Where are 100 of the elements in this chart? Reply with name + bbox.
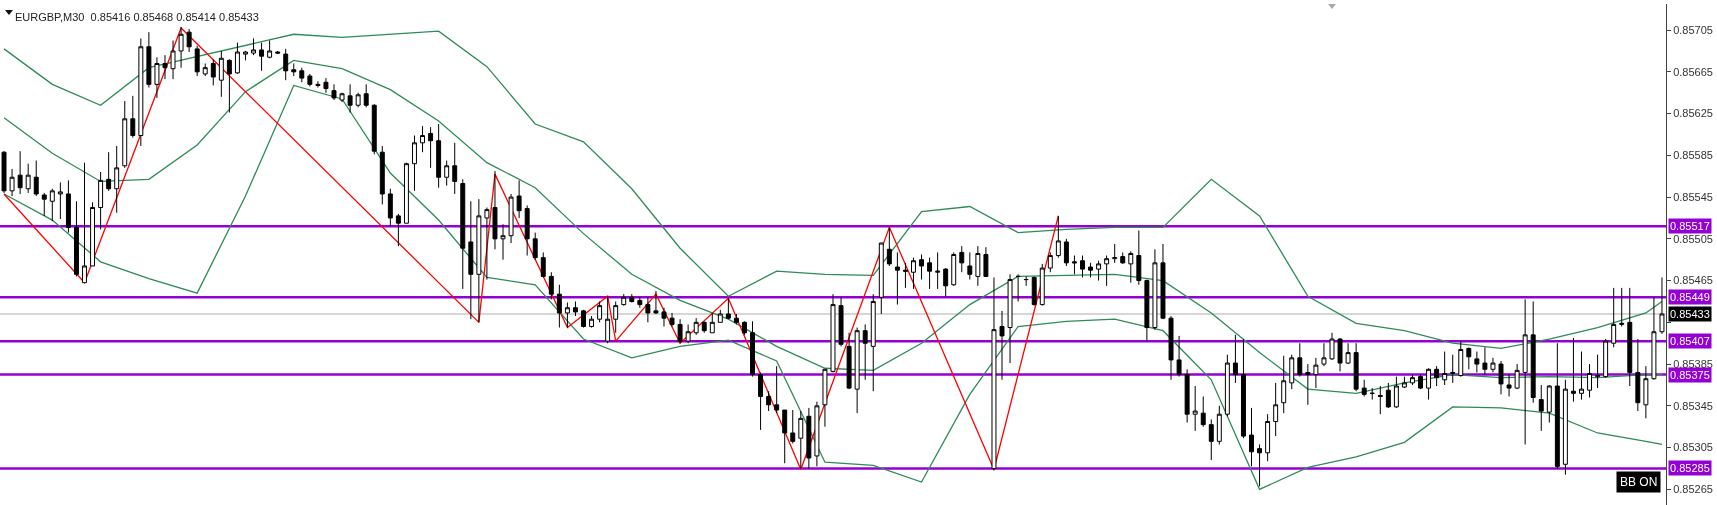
candlestick (951, 251, 957, 287)
candlestick (315, 80, 321, 88)
candlestick (1514, 363, 1520, 390)
candlestick (283, 48, 289, 81)
candlestick (33, 160, 39, 197)
candlestick (307, 73, 313, 87)
candlestick (178, 26, 184, 69)
candlestick (653, 290, 659, 315)
candlestick (1031, 275, 1037, 307)
candlestick (637, 296, 643, 309)
candlestick (25, 163, 31, 194)
candlestick (685, 323, 691, 344)
candlestick (1184, 368, 1190, 424)
candlestick (267, 40, 273, 59)
candlestick (1522, 298, 1528, 445)
candlestick (259, 42, 265, 72)
candlestick (1128, 250, 1134, 284)
ref-line-label: 0.85517 (1670, 220, 1710, 232)
candlestick (919, 254, 924, 281)
candlestick (1643, 365, 1649, 419)
candlestick (1482, 346, 1488, 376)
candlestick (1385, 382, 1391, 409)
candlestick (1152, 248, 1158, 331)
ref-line-label: 0.85407 (1670, 335, 1710, 347)
candlestick (983, 246, 989, 277)
candlestick (798, 410, 804, 469)
candlestick (1442, 351, 1448, 386)
candlestick (371, 103, 377, 155)
candlestick (854, 327, 860, 414)
candlestick (379, 145, 385, 205)
candlestick (1627, 287, 1633, 387)
candlestick (943, 267, 949, 297)
candlestick (1112, 243, 1118, 264)
candlestick (830, 293, 836, 373)
ref-line-label: 0.85285 (1670, 462, 1710, 474)
candlestick (814, 401, 820, 467)
candlestick (1450, 354, 1456, 384)
candlestick (444, 160, 450, 187)
candlestick (1273, 382, 1279, 437)
candlestick (387, 188, 393, 227)
candlestick (1168, 315, 1174, 381)
candlestick (1353, 342, 1359, 392)
candlestick (436, 123, 442, 189)
candlestick (1530, 300, 1536, 404)
candlestick (894, 251, 900, 306)
candlestick (226, 58, 232, 114)
candlestick (1426, 367, 1432, 401)
candlestick (1265, 413, 1271, 462)
candlestick (524, 204, 530, 257)
candlestick (1039, 263, 1045, 307)
candlestick (138, 37, 144, 147)
candlestick (218, 50, 224, 98)
candlestick (581, 309, 586, 329)
candlestick (1554, 342, 1560, 469)
candlestick (323, 77, 329, 94)
candlestick (1160, 243, 1166, 320)
candlestick (878, 242, 884, 315)
candlestick (556, 284, 562, 329)
y-tick-label: 0.85705 (1673, 23, 1713, 36)
candlestick (1104, 255, 1110, 287)
candlestick (1297, 342, 1303, 378)
candlestick (838, 296, 844, 347)
y-tick-label: 0.85265 (1673, 483, 1713, 496)
candlestick (291, 62, 297, 77)
candlestick (1208, 418, 1214, 461)
candlestick (1337, 337, 1343, 372)
candlestick (1176, 335, 1182, 378)
candlestick (1651, 296, 1657, 381)
candlestick (106, 151, 112, 192)
candlestick (1071, 255, 1077, 275)
candlestick (9, 168, 15, 197)
candlestick (709, 312, 715, 334)
text: EURGBP,M30 0.85416 0.85468 0.85414 0.85433 (14, 10, 259, 23)
candlestick (935, 251, 941, 290)
candlestick (1466, 346, 1472, 370)
candlestick (1063, 238, 1069, 267)
y-tick-label: 0.85305 (1673, 441, 1713, 454)
candlestick (766, 390, 772, 412)
candlestick (1345, 342, 1351, 365)
candlestick (243, 50, 248, 61)
y-tick-label: 0.85385 (1673, 357, 1713, 370)
candlestick (476, 198, 482, 323)
candlestick (57, 181, 63, 220)
candlestick (629, 293, 635, 304)
candlestick (49, 188, 55, 222)
candlestick (927, 257, 933, 290)
candlestick (234, 42, 240, 75)
candlestick (701, 320, 707, 334)
candlestick (403, 162, 409, 224)
candlestick (460, 178, 466, 290)
candlestick (822, 368, 828, 428)
ref-line-label: 0.85433 (1670, 308, 1710, 320)
candlestick (41, 192, 47, 217)
candlestick (621, 293, 627, 307)
candlestick (733, 313, 739, 325)
ref-line-label: 0.85449 (1670, 291, 1710, 303)
candlestick (1369, 387, 1375, 401)
candlestick (1546, 384, 1552, 424)
candlestick (508, 193, 514, 244)
candlestick (420, 125, 426, 153)
